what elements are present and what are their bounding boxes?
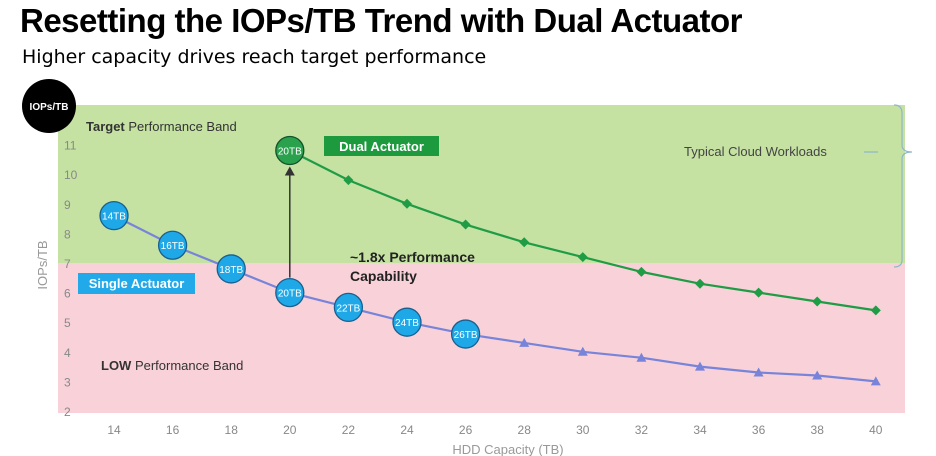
x-tick-label: 18 (225, 423, 239, 437)
single-point-label: 18TB (219, 265, 243, 276)
dual-actuator-point (519, 237, 530, 248)
single-actuator-label: Single Actuator (89, 276, 185, 291)
target-band (58, 105, 905, 263)
single-actuator-point (812, 370, 823, 380)
y-tick-label: 3 (64, 375, 71, 389)
x-tick-label: 32 (635, 423, 649, 437)
dual-actuator-label-bg (324, 136, 439, 156)
single-actuator-point (392, 307, 422, 337)
x-tick-label: 22 (342, 423, 356, 437)
single-actuator-point (753, 367, 764, 377)
y-tick-label: 9 (64, 198, 71, 212)
single-point-label: 20TB (278, 289, 302, 300)
single-point-label: 14TB (102, 212, 126, 223)
dual-point-label: 20TB (278, 147, 302, 158)
iops-tb-badge (22, 79, 76, 133)
x-tick-label: 34 (693, 423, 707, 437)
y-tick-label: 10 (64, 168, 78, 182)
workloads-bracket (893, 104, 913, 268)
x-tick-label: 16 (166, 423, 180, 437)
dual-actuator-point (636, 266, 647, 277)
single-actuator-point (577, 346, 588, 356)
single-point-label: 24TB (395, 318, 419, 329)
x-axis-title: HDD Capacity (TB) (452, 442, 563, 456)
performance-arrow-head (284, 166, 295, 176)
dual-actuator-point (812, 296, 823, 307)
target-band-label: Target Performance Band (86, 119, 237, 134)
single-actuator-point (216, 254, 246, 284)
x-tick-label: 28 (518, 423, 532, 437)
y-tick-label: 8 (64, 227, 71, 241)
y-tick-label: 4 (64, 346, 71, 360)
single-actuator-point (519, 337, 530, 347)
single-point-label: 16TB (161, 241, 185, 252)
low-band (58, 263, 905, 413)
y-tick-label: 7 (64, 257, 71, 271)
slide-subtitle: Higher capacity drives reach target perf… (22, 46, 487, 68)
dual-actuator-point (695, 278, 705, 289)
y-tick-label: 11 (64, 139, 77, 153)
low-band-label-bold: LOW (101, 358, 132, 373)
dual-actuator-point (275, 135, 305, 166)
performance-gain-label-line1: ~1.8x Performance (350, 249, 475, 265)
dual-actuator-point (343, 175, 354, 186)
single-actuator-point (450, 319, 481, 349)
x-tick-label: 24 (400, 423, 414, 437)
low-band-label: LOW Performance Band (101, 358, 243, 373)
dual-actuator-label: Dual Actuator (339, 139, 424, 154)
single-actuator-point (636, 352, 647, 362)
y-tick-label: 5 (64, 316, 71, 330)
dual-actuator-point (870, 305, 881, 316)
x-tick-label: 30 (576, 423, 590, 437)
x-tick-label: 14 (107, 423, 121, 437)
slide-title: Resetting the IOPs/TB Trend with Dual Ac… (20, 2, 743, 39)
x-tick-label: 40 (869, 423, 883, 437)
x-tick-label: 20 (283, 423, 297, 437)
typical-cloud-workloads-label: Typical Cloud Workloads (684, 144, 827, 159)
target-band-label-rest: Performance Band (125, 119, 237, 134)
x-tick-label: 38 (811, 423, 825, 437)
dual-actuator-point (577, 252, 588, 263)
single-actuator-point (275, 277, 305, 308)
low-band-label-rest: Performance Band (131, 358, 243, 373)
target-band-label-bold: Target (86, 119, 125, 134)
single-actuator-point (870, 376, 881, 386)
x-tick-label: 26 (459, 423, 473, 437)
performance-gain-label-line2: Capability (350, 268, 417, 284)
iops-tb-badge-label: IOPs/TB (30, 102, 69, 113)
x-tick-label: 36 (752, 423, 766, 437)
single-point-label: 22TB (336, 303, 360, 314)
y-tick-label: 2 (64, 405, 71, 419)
y-axis-title: IOPs/TB (35, 240, 50, 289)
dual-actuator-point (753, 287, 764, 298)
y-tick-label: 6 (64, 287, 71, 301)
single-actuator-point (333, 292, 364, 323)
single-actuator-point (695, 361, 705, 371)
single-actuator-point (157, 230, 188, 260)
single-actuator-point (99, 200, 129, 231)
single-point-label: 26TB (454, 330, 478, 341)
dual-actuator-point (460, 219, 471, 230)
single-actuator-label-bg (78, 273, 195, 294)
dual-actuator-point (402, 198, 412, 209)
